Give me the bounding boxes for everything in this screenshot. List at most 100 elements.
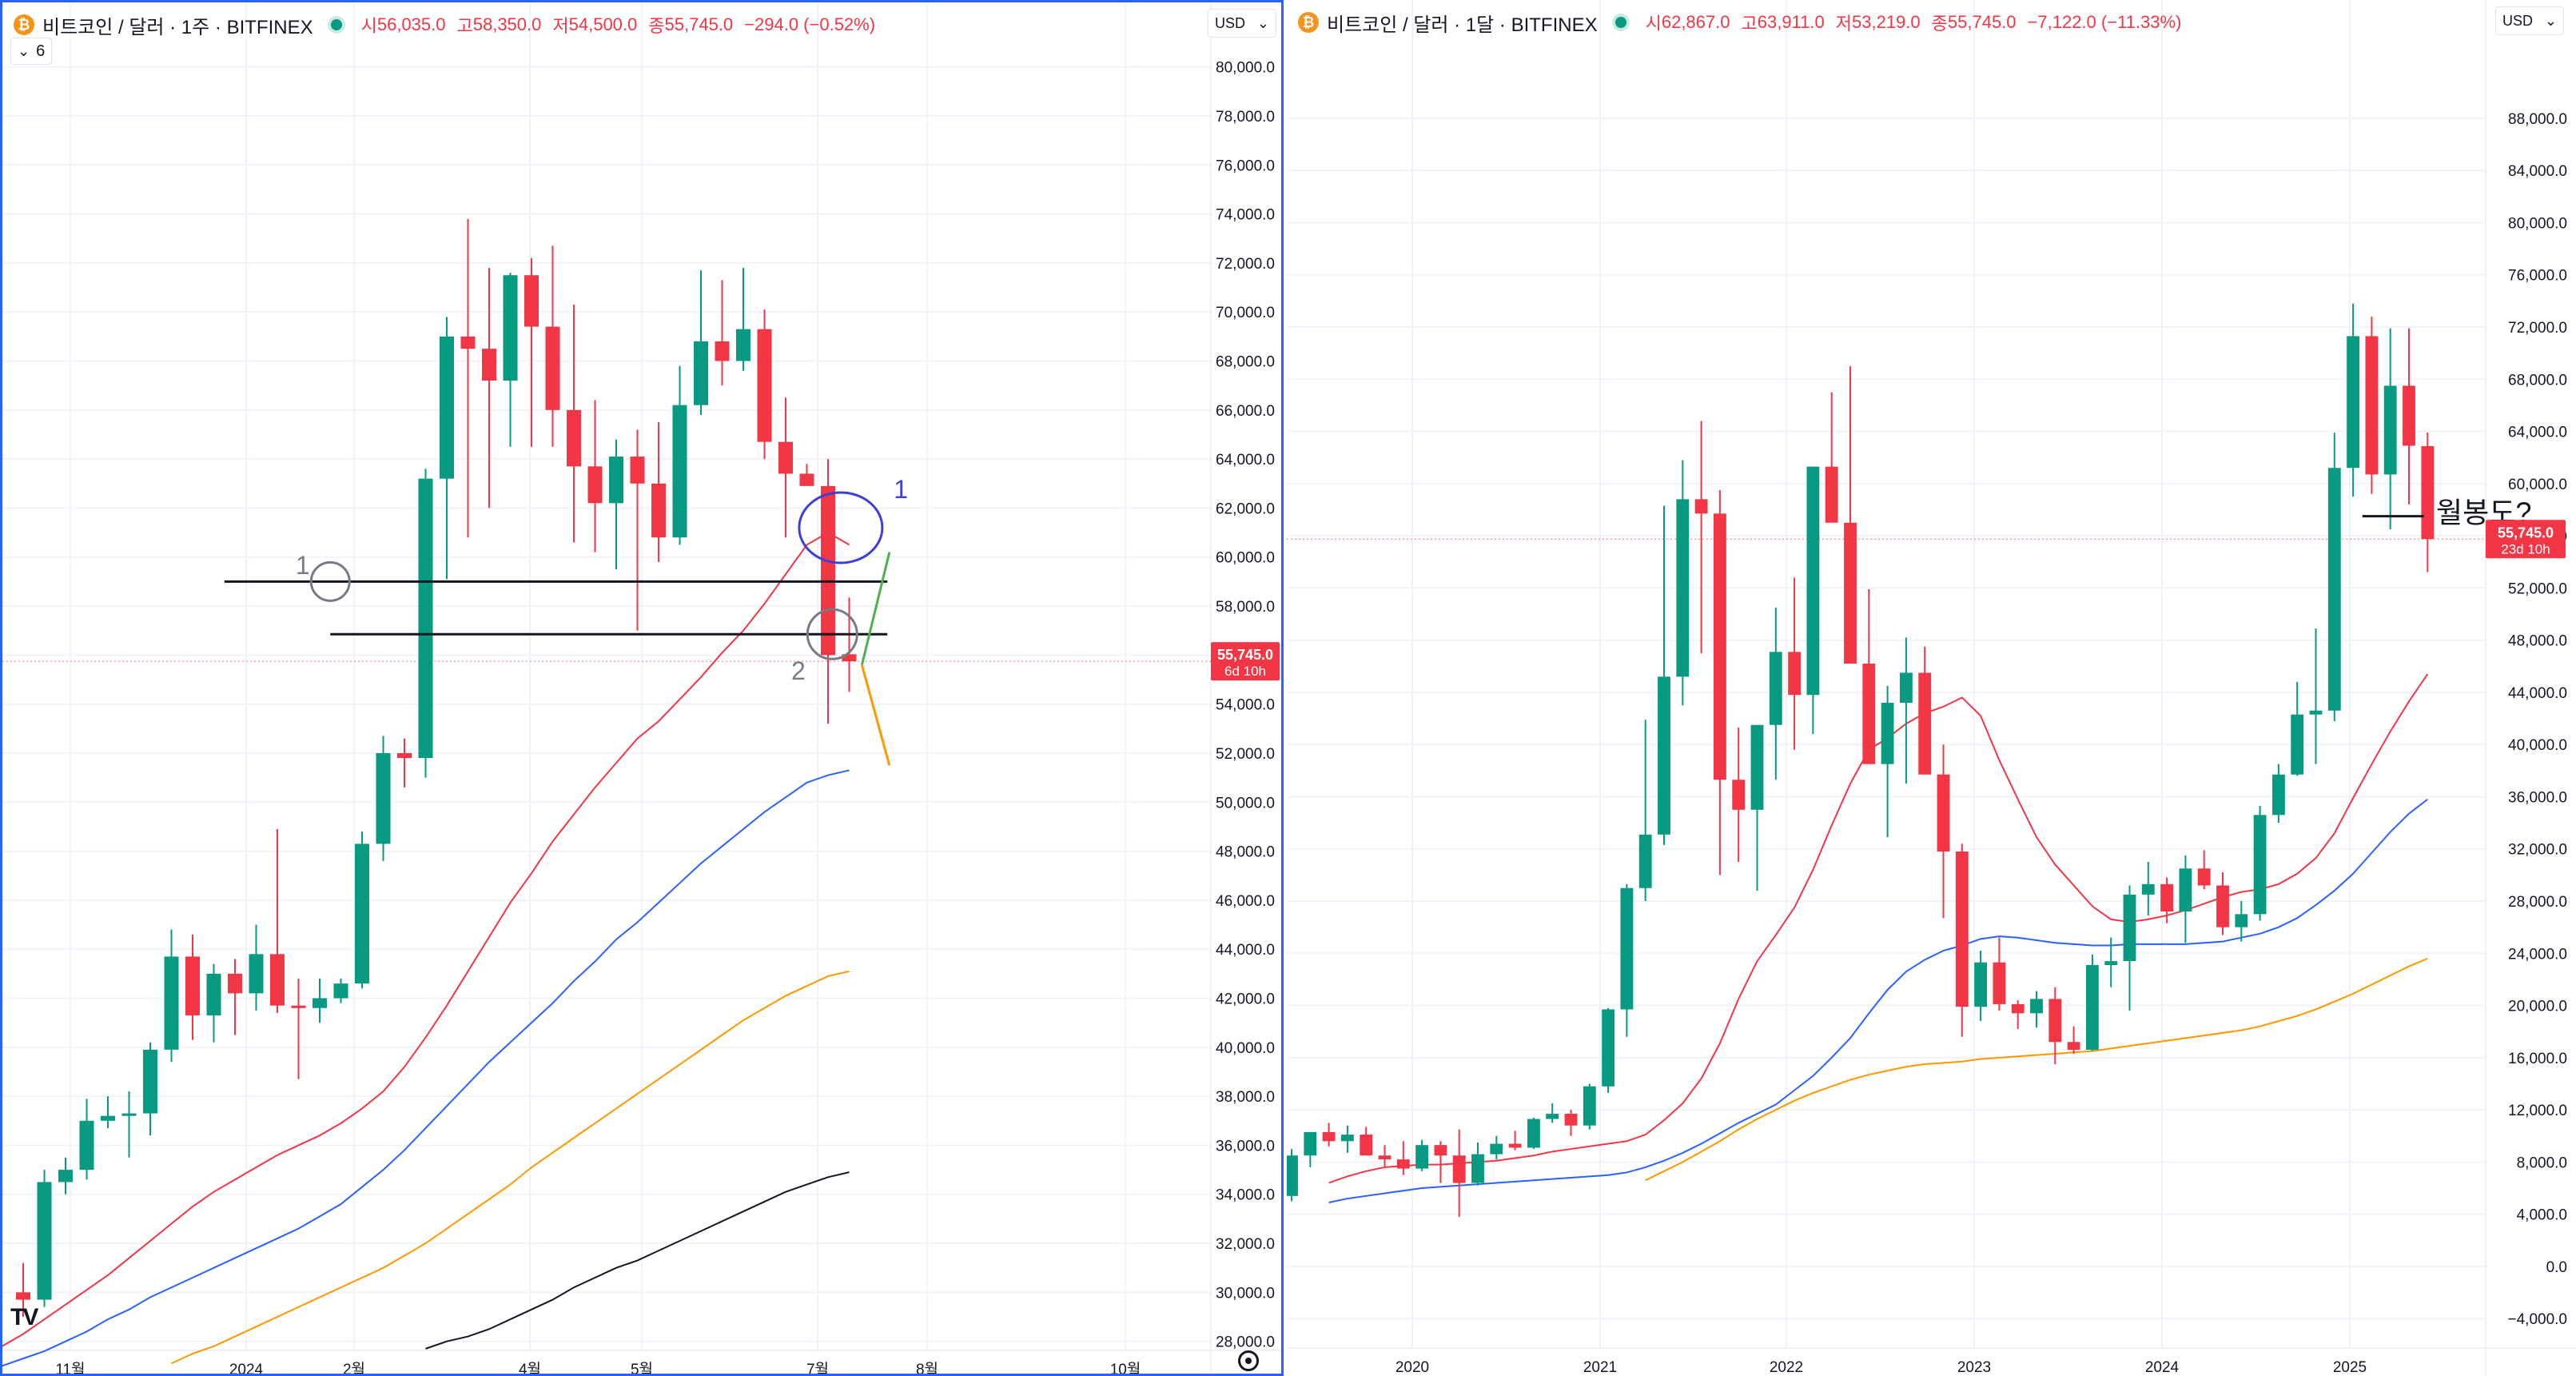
x-tick-label: 2024 [229,1362,264,1374]
candle-body [778,441,794,474]
x-tick-label: 8월 [916,1361,938,1374]
candle-body [566,409,582,467]
candle-body [1844,522,1857,664]
y-tick-label: 40,000.0 [1216,1040,1275,1057]
candle-body [1825,466,1838,523]
currency-selector[interactable]: USD ⌄ [2495,6,2564,35]
candle-body [37,1182,52,1300]
candle-body [249,954,264,994]
candle-body [269,954,285,1006]
y-tick-label: 44,000.0 [2508,685,2567,702]
y-tick-label: 40,000.0 [2508,737,2567,754]
y-tick-label: 54,000.0 [1216,697,1275,714]
y-tick-label: 16,000.0 [2508,1051,2567,1067]
candle-body [799,473,814,486]
x-tick-label: 2024 [2145,1359,2180,1376]
y-tick-label: −4,000.0 [2508,1311,2568,1328]
y-tick-label: 80,000.0 [2508,215,2567,232]
symbol-title[interactable]: 비트코인 / 달러 · 1달 · BITFINEX [1327,14,1598,36]
low-value: 54,500.0 [568,14,638,34]
candle-body [376,752,391,844]
candle-body [715,341,730,361]
candle-body [2067,1042,2080,1051]
candle-body [1881,702,1894,764]
y-tick-label: 44,000.0 [1216,942,1275,959]
y-tick-label: 76,000.0 [2508,268,2567,285]
change-value: −7,122.0 (−11.33%) [2027,12,2182,32]
y-tick-label: 36,000.0 [2508,789,2567,806]
x-tick-label: 7월 [806,1361,829,1374]
x-tick-label: 2월 [343,1361,365,1374]
candle-body [2085,964,2099,1051]
high-label: 고 [456,16,473,36]
price-tag-countdown: 6d 10h [1224,664,1266,679]
candle-body [1638,834,1652,888]
candle-body [1788,652,1802,696]
candle-body [1304,1131,1317,1156]
low-label: 저 [1835,14,1852,34]
weekly-chart-canvas[interactable]: 28,000.0 30,000.0 32,000.0 34,000.0 36,000.0… [2,2,1281,1374]
symbol-title[interactable]: 비트코인 / 달러 · 1주 · BITFINEX [42,16,313,38]
candle-body [481,349,497,381]
candle-body [1620,887,1634,1010]
candle-body [2291,714,2304,775]
y-tick-label: 36,000.0 [1216,1138,1275,1155]
y-tick-label: 62,000.0 [1216,501,1275,517]
low-label: 저 [552,16,569,36]
x-tick-label: 10월 [1110,1361,1141,1374]
candle-body [2327,468,2341,711]
candle-body [1974,962,1988,1007]
y-tick-label: 60,000.0 [2508,477,2567,493]
candle-body [503,275,518,381]
chart-panel-weekly[interactable]: 28,000.0 30,000.0 32,000.0 34,000.0 36,000.0… [0,0,1284,1376]
candle-body [1955,852,1969,1007]
chart-panel-monthly[interactable]: −4,000.0 0.0 4,000.0 8,000.0 12,000.0 16,000.… [1287,0,2576,1376]
candle-body [354,844,370,984]
candle-body [58,1170,74,1183]
candle-body [121,1113,137,1116]
candle-body [1862,664,1876,764]
candle-body [1769,652,1782,725]
candle-body [291,1005,306,1008]
market-open-icon [1614,17,1626,28]
annotation-circle-blue [798,491,884,564]
candle-body [1546,1114,1559,1119]
candle-body [693,341,709,405]
y-tick-label: 12,000.0 [2508,1103,2567,1119]
candle-body [1732,780,1746,810]
y-tick-label: 52,000.0 [1216,746,1275,763]
bitcoin-icon: ₿ [1298,12,1319,33]
price-tag-bg [1211,642,1280,681]
candle-body [1490,1143,1503,1155]
price-tag-value: 55,745.0 [2498,524,2554,540]
currency-selector[interactable]: USD ⌄ [1208,9,1276,38]
candle-body [1750,724,1764,810]
open-label: 시 [1645,14,1662,34]
tradingview-logo-icon: TV [10,1304,38,1330]
candle-body [608,457,624,504]
y-tick-label: 48,000.0 [2508,633,2567,650]
candle-body [1658,676,1670,835]
close-label: 종 [648,16,665,36]
candle-body [2011,1003,2025,1014]
y-tick-label: 58,000.0 [1216,599,1275,616]
moving-average-orange [171,970,850,1365]
candle-body [1676,499,1690,677]
candle-body [2216,885,2229,927]
settings-icon[interactable] [1238,1350,1259,1371]
monthly-chart-canvas[interactable]: −4,000.0 0.0 4,000.0 8,000.0 12,000.0 16,000.… [1287,0,2576,1376]
candle-body [460,336,476,349]
y-tick-label: 68,000.0 [1216,354,1275,371]
market-open-icon [330,19,342,30]
candle-body [672,405,687,538]
indicators-toggle[interactable]: ⌄ 6 [10,38,53,65]
candle-body [2048,999,2062,1043]
y-tick-label: 20,000.0 [2508,999,2567,1015]
candle-body [757,329,772,442]
y-tick-label: 48,000.0 [1216,844,1275,861]
candle-body [1918,672,1932,775]
candle-body [2179,868,2192,912]
y-tick-label: 64,000.0 [2508,425,2567,441]
